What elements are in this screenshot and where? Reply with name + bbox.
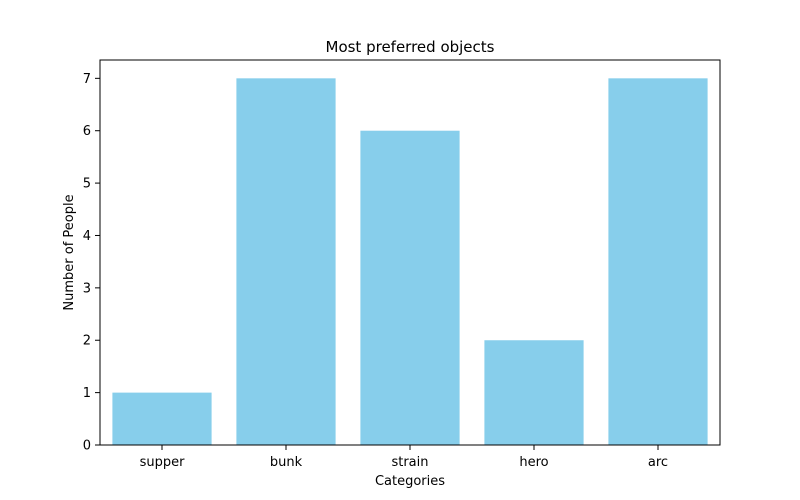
x-tick-label-strain: strain [391,455,428,470]
plot-area-frame [99,59,721,446]
y-tick-label-4: 4 [83,229,91,244]
chart-title: Most preferred objects [326,38,495,56]
y-axis-label: Number of People [62,194,77,310]
x-tick-label-hero: hero [519,455,548,470]
x-axis-label: Categories [375,474,445,489]
y-axis-ticks: 0 1 2 3 4 5 6 7 [83,72,100,454]
x-axis-ticks: supper bunk strain hero arc [140,445,668,470]
bars-group [112,78,708,445]
y-tick-label-2: 2 [83,334,91,349]
y-tick-label-7: 7 [83,72,91,87]
bar-arc [608,78,708,445]
y-tick-label-3: 3 [83,281,91,296]
x-tick-label-supper: supper [140,455,186,470]
bar-hero [484,340,584,445]
bar-supper [112,392,212,445]
bar-bunk [236,78,336,445]
x-tick-label-bunk: bunk [270,455,303,470]
bar-strain [360,130,460,445]
y-tick-label-5: 5 [83,177,91,192]
y-tick-label-1: 1 [83,386,91,401]
x-tick-label-arc: arc [648,455,668,470]
y-tick-label-0: 0 [83,439,91,454]
y-tick-label-6: 6 [83,124,91,139]
